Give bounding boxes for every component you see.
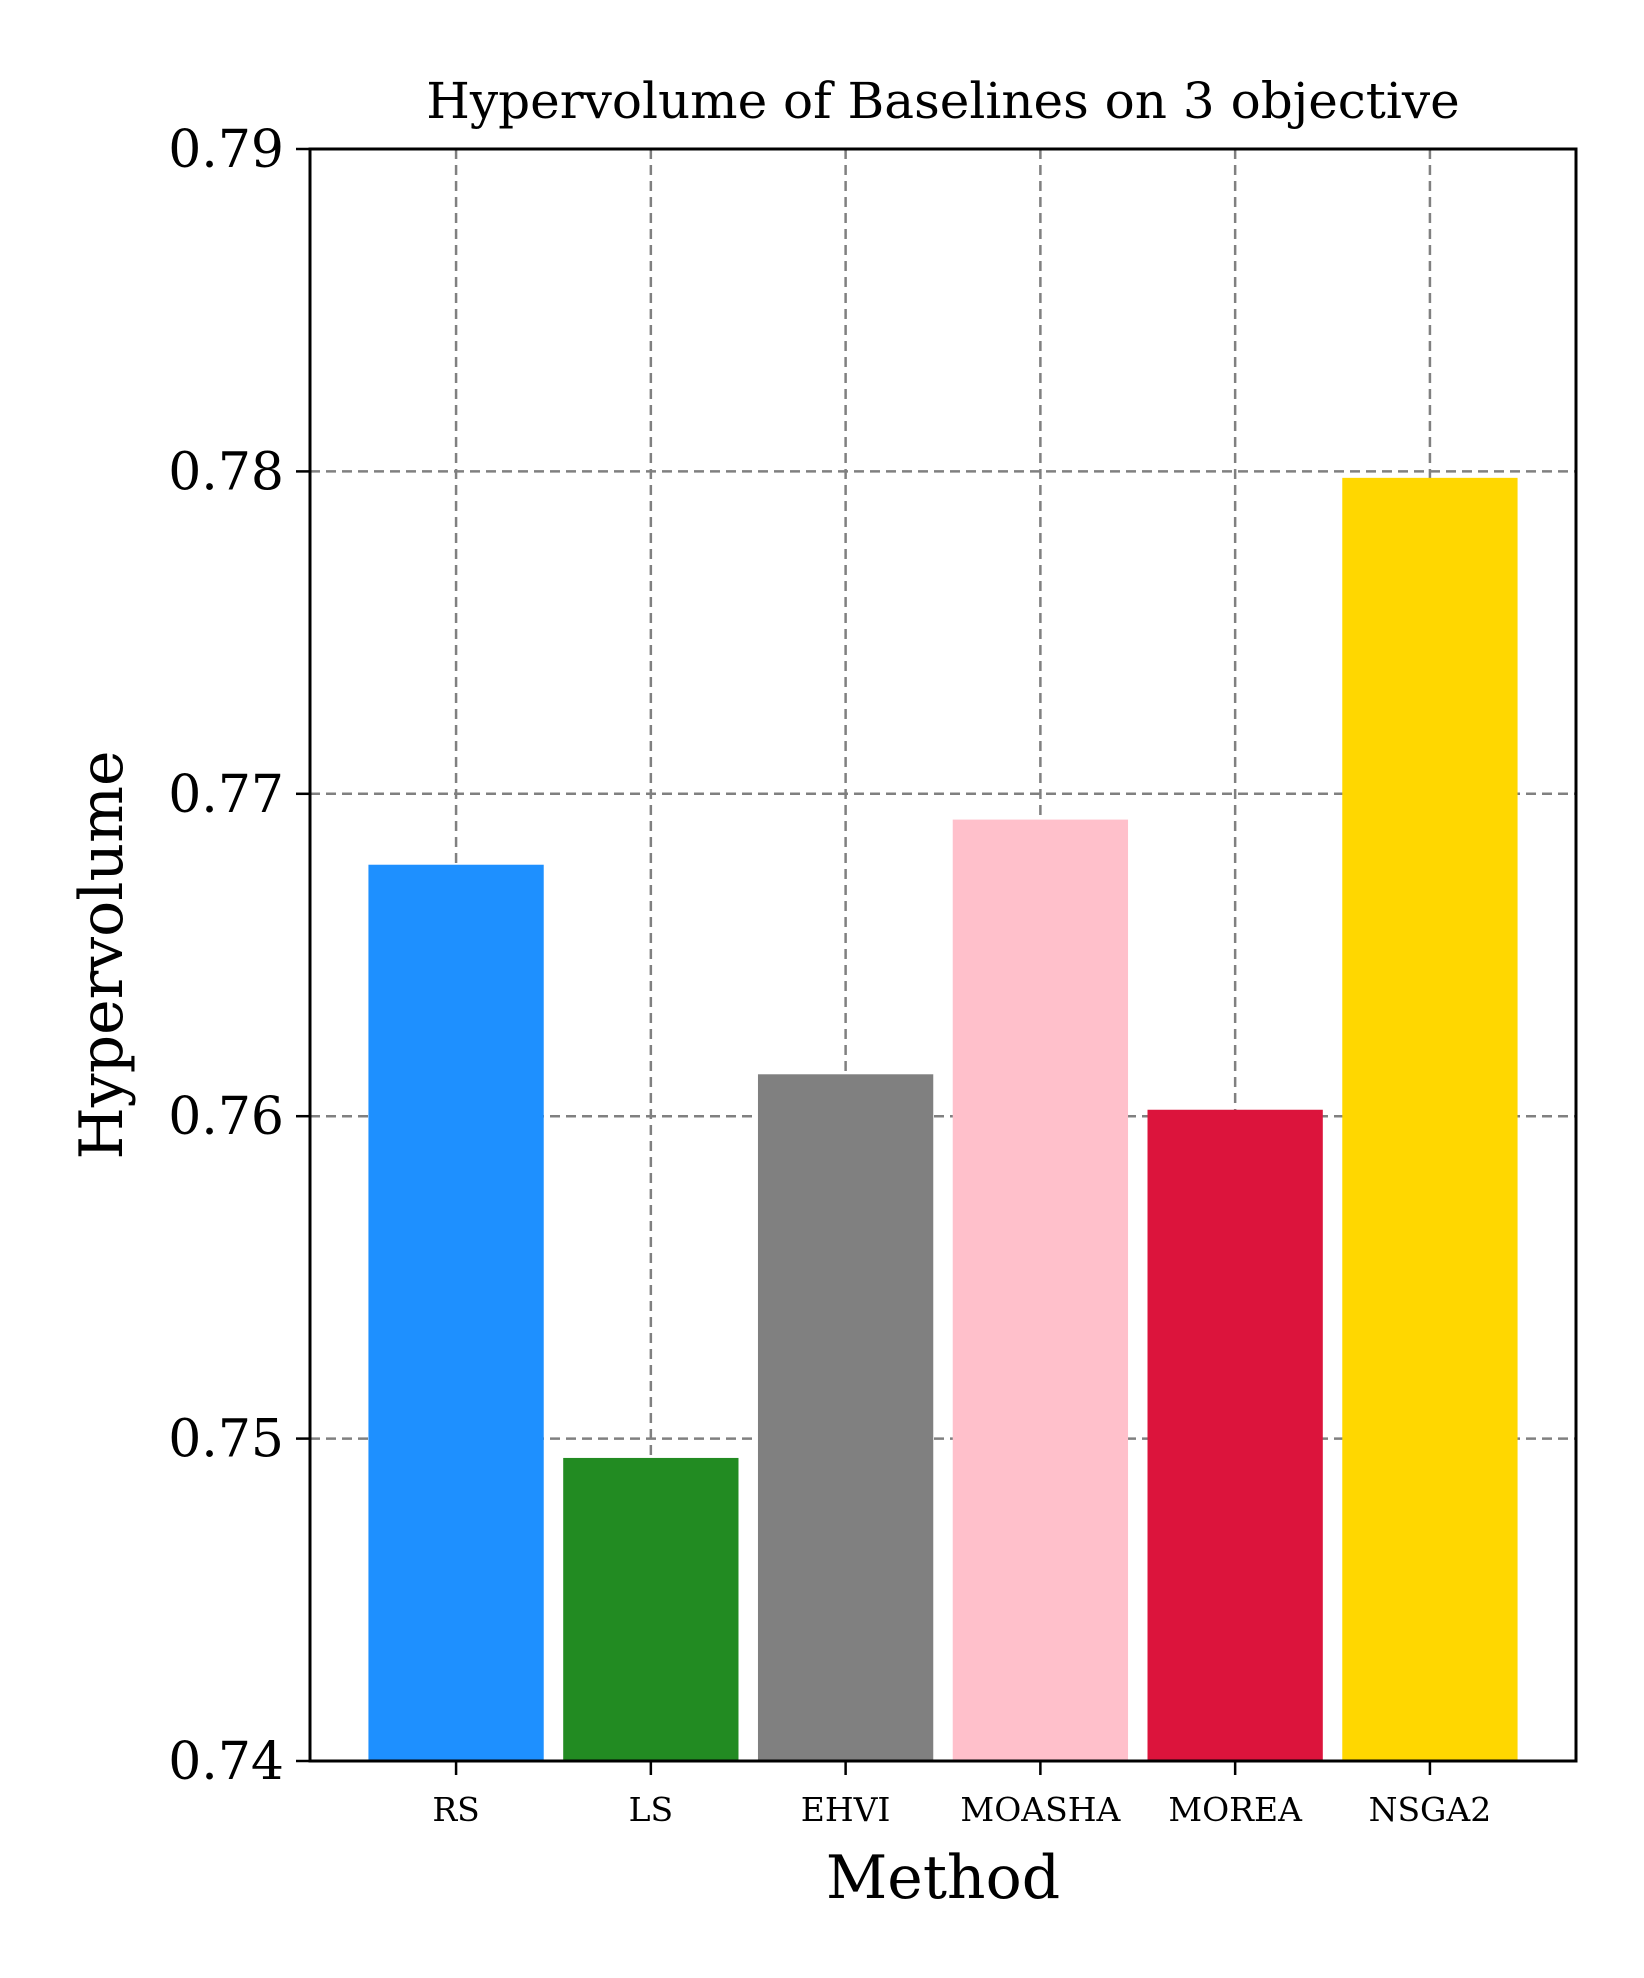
- x-tick-label: EHVI: [801, 1790, 891, 1829]
- y-tick-label: 0.76: [168, 1087, 284, 1147]
- bars: [368, 477, 1518, 1761]
- bar-nsga2: [1342, 477, 1518, 1761]
- y-tick-label: 0.79: [168, 120, 284, 180]
- bar-ehvi: [757, 1074, 934, 1761]
- x-tick-label: NSGA2: [1369, 1790, 1492, 1829]
- x-tick-label: LS: [629, 1790, 674, 1829]
- x-tick-label: MOREA: [1168, 1790, 1303, 1829]
- x-tick-label: RS: [432, 1790, 479, 1829]
- y-tick-label: 0.74: [168, 1732, 284, 1792]
- bar-morea: [1147, 1109, 1323, 1761]
- bar-rs: [368, 864, 544, 1761]
- y-axis-label: Hypervolume: [67, 750, 137, 1159]
- chart-title: Hypervolume of Baselines on 3 objective: [426, 72, 1459, 130]
- y-tick-label: 0.77: [168, 765, 284, 825]
- axis-ticks: 0.74 0.75 0.76 0.77 0.78 0.79 RS LS EHVI MOASHA MO…: [168, 120, 1491, 1829]
- bar-moasha: [952, 819, 1129, 1761]
- plot-frame: [308, 147, 1578, 1763]
- x-axis-label: Method: [826, 1843, 1060, 1913]
- bar-ls: [563, 1457, 739, 1761]
- x-tick-label: MOASHA: [960, 1790, 1121, 1829]
- y-tick-label: 0.75: [168, 1410, 284, 1470]
- y-tick-label: 0.78: [168, 442, 284, 502]
